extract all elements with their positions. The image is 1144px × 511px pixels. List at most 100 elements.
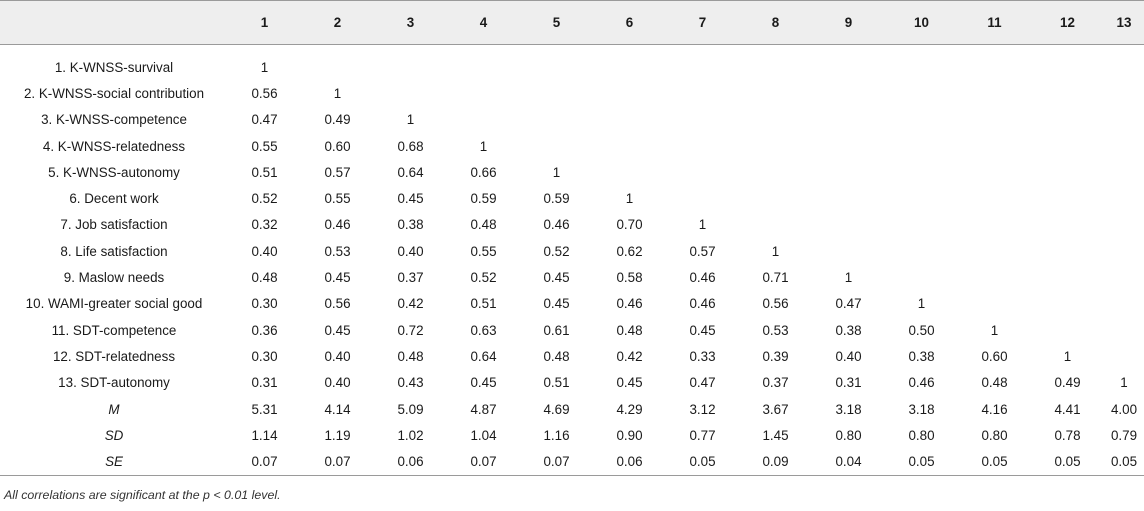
row-label: 12. SDT-relatedness <box>52 348 176 364</box>
table-cell <box>885 133 958 159</box>
table-cell: 1 <box>990 322 999 338</box>
table-cell: 0.48 <box>616 322 643 338</box>
header-col-9: 9 <box>844 14 853 30</box>
table-cell: 0.45 <box>324 322 351 338</box>
table-cell: 5.09 <box>397 401 424 417</box>
table-cell: 3.12 <box>689 401 716 417</box>
row-label: 5. K-WNSS-autonomy <box>48 164 180 180</box>
table-cell: 0.64 <box>470 348 497 364</box>
table-row: 7. Job satisfaction 0.32 0.46 0.38 0.48 0.46 0… <box>0 212 1144 238</box>
table-cell: 1 <box>1120 375 1128 391</box>
table-cell <box>1104 133 1144 159</box>
stat-row: SE 0.07 0.07 0.06 0.07 0.07 0.06 0.05 0.09 0.04 0.… <box>0 448 1144 474</box>
table-cell: 0.50 <box>908 322 935 338</box>
table-cell <box>520 107 593 133</box>
table-cell: 1 <box>917 296 926 312</box>
table-cell <box>593 54 666 80</box>
table-cell <box>958 133 1031 159</box>
stat-row: M 5.31 4.14 5.09 4.87 4.69 4.29 3.12 3.67 3.18 3.1… <box>0 396 1144 422</box>
header-rule <box>0 44 1144 45</box>
table-cell: 0.39 <box>762 348 789 364</box>
table-cell: 3.18 <box>908 401 935 417</box>
table-cell <box>374 80 447 106</box>
table-cell <box>1031 107 1104 133</box>
row-label: 6. Decent work <box>69 191 159 207</box>
table-cell: 0.09 <box>762 454 789 470</box>
table-header-row: 1 2 3 4 5 6 7 8 9 10 11 12 13 <box>0 0 1144 44</box>
table-cell <box>739 133 812 159</box>
table-cell: 1 <box>406 112 415 128</box>
table-cell <box>885 185 958 211</box>
table-cell: 0.37 <box>397 270 424 286</box>
table-cell <box>958 107 1031 133</box>
table-cell: 0.32 <box>251 217 278 233</box>
table-cell: 4.29 <box>616 401 643 417</box>
table-cell <box>1031 133 1104 159</box>
table-cell <box>739 159 812 185</box>
table-cell <box>958 54 1031 80</box>
table-cell <box>593 80 666 106</box>
table-cell: 4.69 <box>543 401 570 417</box>
table-cell <box>958 185 1031 211</box>
table-cell: 0.07 <box>543 454 570 470</box>
table-cell <box>666 159 739 185</box>
table-cell: 0.63 <box>470 322 497 338</box>
table-cell <box>1104 291 1144 317</box>
table-cell <box>666 107 739 133</box>
table-cell: 0.53 <box>324 243 351 259</box>
table-row: 12. SDT-relatedness 0.30 0.40 0.48 0.64 0.48 0… <box>0 343 1144 369</box>
table-cell: 0.51 <box>470 296 497 312</box>
table-cell <box>1104 107 1144 133</box>
table-cell: 1.04 <box>470 427 497 443</box>
table-cell: 0.58 <box>616 270 643 286</box>
table-body: 1. K-WNSS-survival 1 2. K-WNSS-social cont… <box>0 44 1144 475</box>
table-cell: 0.05 <box>981 454 1008 470</box>
row-label: 1. K-WNSS-survival <box>54 59 174 75</box>
table-cell: 0.57 <box>689 243 716 259</box>
stat-row: SD 1.14 1.19 1.02 1.04 1.16 0.90 0.77 1.45 0.80 0.… <box>0 422 1144 448</box>
table-cell <box>666 185 739 211</box>
table-cell: 0.51 <box>251 164 278 180</box>
table-cell: 0.47 <box>835 296 862 312</box>
table-cell: 0.42 <box>397 296 424 312</box>
table-cell: 4.00 <box>1110 401 1138 417</box>
table-cell: 0.45 <box>689 322 716 338</box>
table-cell <box>739 185 812 211</box>
table-cell: 0.07 <box>470 454 497 470</box>
table-cell <box>739 54 812 80</box>
row-label: 10. WAMI-greater social good <box>25 296 203 312</box>
table-cell: 0.46 <box>689 296 716 312</box>
header-col-4: 4 <box>479 14 488 30</box>
table-cell: 0.40 <box>324 375 351 391</box>
table-cell <box>520 80 593 106</box>
table-cell: 0.52 <box>543 243 570 259</box>
table-cell: 1.16 <box>543 427 570 443</box>
table-cell: 0.45 <box>324 270 351 286</box>
table-cell <box>812 107 885 133</box>
table-cell: 1 <box>844 270 853 286</box>
table-cell: 1.19 <box>324 427 351 443</box>
table-cell: 0.43 <box>397 375 424 391</box>
table-cell: 1 <box>1063 348 1072 364</box>
table-cell: 0.45 <box>470 375 497 391</box>
table-cell <box>958 238 1031 264</box>
table-cell: 0.31 <box>251 375 278 391</box>
table-cell <box>447 107 520 133</box>
table-cell: 0.78 <box>1054 427 1081 443</box>
table-cell <box>885 238 958 264</box>
table-cell <box>739 107 812 133</box>
table-cell: 0.79 <box>1110 427 1138 443</box>
table-cell: 0.47 <box>251 112 278 128</box>
table-cell <box>1031 80 1104 106</box>
table-cell: 0.80 <box>835 427 862 443</box>
row-label: 2. K-WNSS-social contribution <box>23 85 205 101</box>
table-cell: 0.40 <box>251 243 278 259</box>
table-cell: 0.64 <box>397 164 424 180</box>
table-cell: 0.33 <box>689 348 716 364</box>
table-cell: 0.05 <box>1110 454 1138 470</box>
table-cell <box>666 133 739 159</box>
table-cell: 0.52 <box>251 191 278 207</box>
table-cell <box>1031 185 1104 211</box>
table-cell: 1 <box>771 243 780 259</box>
table-cell <box>1104 159 1144 185</box>
